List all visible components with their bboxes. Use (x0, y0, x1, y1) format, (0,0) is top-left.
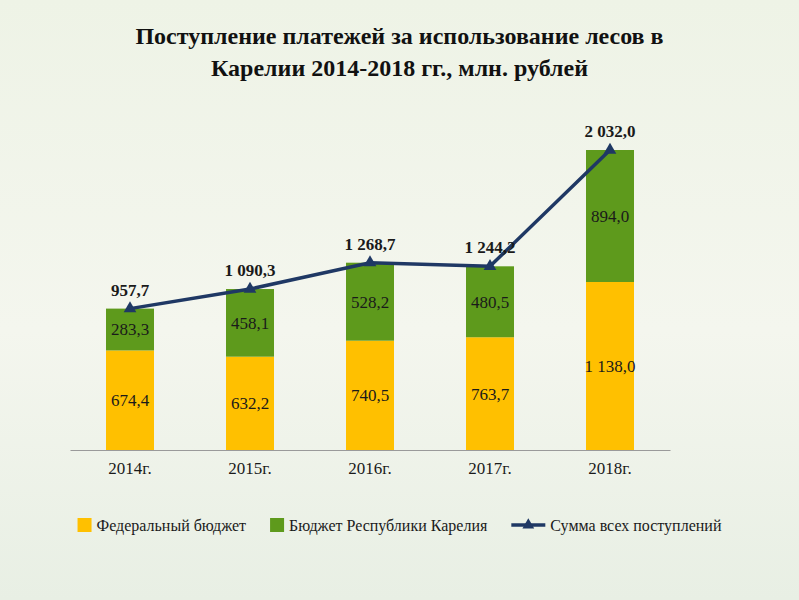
x-tick-label: 2014г. (108, 459, 151, 478)
total-label: 1 090,3 (225, 261, 276, 280)
bar-label: 763,7 (471, 385, 510, 404)
bar-segment (346, 263, 394, 341)
total-line (130, 150, 610, 309)
line-marker (244, 282, 257, 293)
legend-swatch (270, 518, 284, 532)
bar-label: 480,5 (471, 293, 509, 312)
x-tick: 2014г. (108, 450, 151, 478)
x-axis: 2014г. 2015г. 2016г. 2017г. 2018г. (71, 450, 671, 478)
x-tick-label: 2015г. (228, 459, 271, 478)
title: Поступление платежей за использование ле… (135, 23, 663, 81)
data-labels: 674,4 632,2 740,5 763,7 1 138,0 283,3 458,1 528… (111, 122, 636, 413)
bar-segment (226, 357, 274, 450)
x-axis-line (71, 450, 671, 451)
bar-segment (106, 309, 154, 351)
bar-segment (586, 150, 634, 282)
x-tick: 2016г. (348, 450, 391, 478)
title-line: Поступление платежей за использование ле… (135, 23, 663, 49)
bar-segment (106, 350, 154, 450)
bar-label: 740,5 (351, 386, 389, 405)
bar-label: 528,2 (351, 293, 389, 312)
line-marker (364, 255, 377, 266)
x-tick: 2018г. (588, 450, 631, 478)
legend-item: Федеральный бюджет (78, 517, 247, 535)
bar-label: 458,1 (231, 314, 269, 333)
total-label: 957,7 (111, 281, 150, 300)
plot-area (106, 143, 634, 450)
x-tick: 2015г. (228, 450, 271, 478)
legend-item: Бюджет Республики Карелия (270, 517, 488, 535)
bar-label: 283,3 (111, 320, 149, 339)
bar-segment (466, 266, 514, 337)
line-marker (124, 301, 137, 312)
title-line: Карелии 2014-2018 гг., млн. рублей (211, 55, 588, 81)
x-tick-label: 2018г. (588, 459, 631, 478)
x-tick: 2017г. (468, 450, 511, 478)
bar-segment (346, 341, 394, 450)
bar-label: 894,0 (591, 207, 629, 226)
total-label: 1 244,2 (465, 238, 516, 257)
total-label: 2 032,0 (585, 122, 636, 141)
x-tick-label: 2016г. (348, 459, 391, 478)
line-marker (604, 143, 617, 154)
bar-label: 1 138,0 (585, 357, 636, 376)
legend-swatch (78, 518, 92, 532)
legend-label: Федеральный бюджет (97, 517, 247, 535)
background (0, 0, 799, 600)
legend-label: Сумма всех поступлений (550, 517, 722, 535)
bar-segment (466, 337, 514, 450)
total-label: 1 268,7 (345, 235, 397, 254)
legend-item: Сумма всех поступлений (511, 517, 722, 535)
line-marker (484, 259, 497, 270)
legend-label: Бюджет Республики Карелия (289, 517, 488, 535)
chart: Поступление платежей за использование ле… (0, 0, 799, 600)
legend: Федеральный бюджет Бюджет Республики Каре… (78, 517, 722, 535)
bar-label: 632,2 (231, 394, 269, 413)
bar-segment (226, 289, 274, 357)
bar-label: 674,4 (111, 391, 150, 410)
x-tick-label: 2017г. (468, 459, 511, 478)
legend-marker (522, 518, 534, 528)
